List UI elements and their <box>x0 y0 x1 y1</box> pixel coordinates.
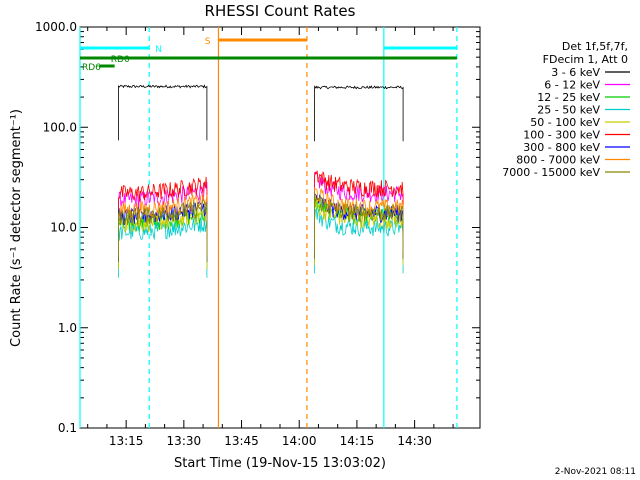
x-tick-label: 13:30 <box>167 434 202 448</box>
x-tick-label: 13:45 <box>224 434 259 448</box>
legend-entry: 300 - 800 keV <box>523 141 600 154</box>
x-tick-label: 14:00 <box>282 434 317 448</box>
series-line <box>314 190 404 259</box>
legend-entry: 7000 - 15000 keV <box>502 166 600 179</box>
legend-entry: 3 - 6 keV <box>551 66 600 79</box>
flag-label: RD6 <box>82 63 101 73</box>
series-lines <box>118 84 404 278</box>
series-line <box>118 199 208 262</box>
series-line <box>118 84 208 141</box>
y-tick-label: 0.1 <box>58 421 77 435</box>
flag-label: RD0 <box>111 55 130 65</box>
y-tick-label: 100.0 <box>43 120 77 134</box>
flag-bars: N S RD0 RD6 <box>80 37 457 73</box>
legend-entry: 6 - 12 keV <box>544 79 600 92</box>
series-line <box>118 193 208 256</box>
x-tick-label: 14:30 <box>397 434 432 448</box>
legend-entry: 25 - 50 keV <box>537 104 600 117</box>
flag-label: S <box>205 37 211 47</box>
legend-entry: 800 - 7000 keV <box>516 154 600 167</box>
y-axis-label: Count Rate (s⁻¹ detector segment⁻¹) <box>9 109 24 347</box>
x-axis-label: Start Time (19-Nov-15 13:03:02) <box>174 456 386 471</box>
series-line <box>118 176 208 239</box>
legend-header: Det 1f,5f,7f, <box>562 40 628 53</box>
chart-title: RHESSI Count Rates <box>205 2 356 20</box>
flag-label: N <box>155 45 162 55</box>
y-tick-label: 1.0 <box>58 321 77 335</box>
x-tick-label: 13:15 <box>109 434 144 448</box>
y-tick-label: 1000.0 <box>35 20 77 34</box>
legend-entry: 12 - 25 keV <box>537 91 600 104</box>
legend-header: FDecim 1, Att 0 <box>543 53 628 66</box>
series-line <box>314 170 404 234</box>
series-line <box>314 85 404 142</box>
y-tick-label: 10.0 <box>50 221 77 235</box>
axis-ticks: 0.1 1.0 10.0 100.0 1000.0 13:15 13:30 13:45 14:0… <box>35 20 480 448</box>
legend-entry: 100 - 300 keV <box>523 129 600 142</box>
series-line <box>118 207 208 270</box>
legend-entry: 50 - 100 keV <box>530 116 600 129</box>
series-line <box>118 216 208 278</box>
x-tick-label: 14:15 <box>340 434 375 448</box>
footer-timestamp: 2-Nov-2021 08:11 <box>555 467 636 477</box>
